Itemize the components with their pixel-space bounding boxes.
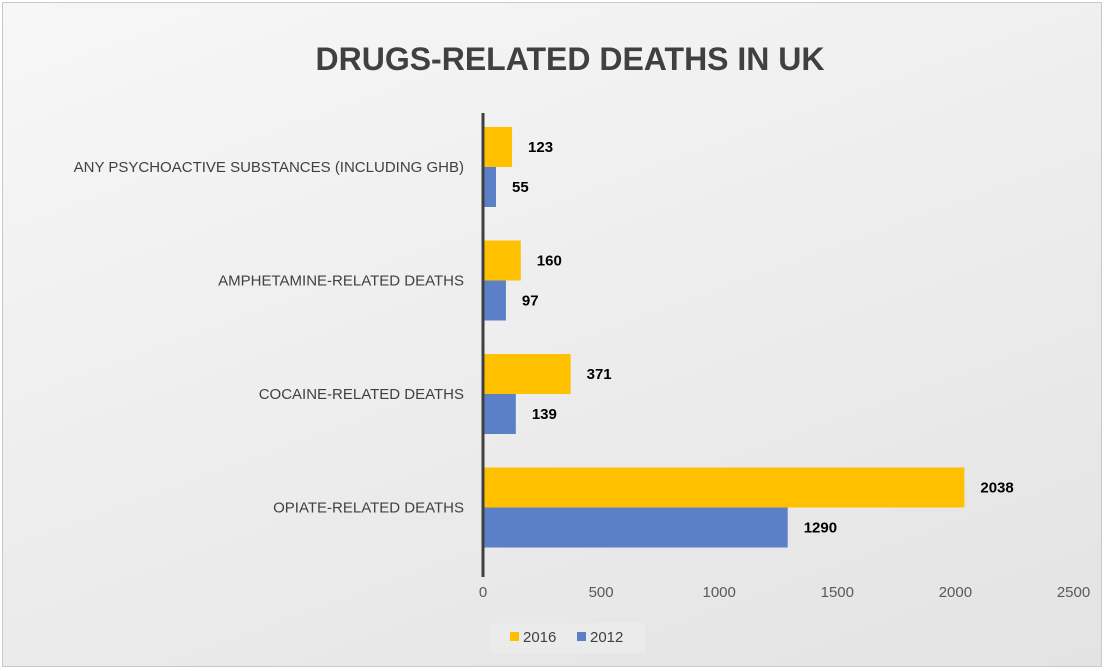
data-label: 160: [537, 253, 562, 270]
category-labels: OPIATE-RELATED DEATHS COCAINE-RELATED DEA…: [74, 159, 464, 517]
legend-entry: 2016: [523, 629, 556, 646]
data-label: 2038: [980, 480, 1013, 497]
x-tick-label: 2500: [1057, 584, 1090, 601]
data-label: 139: [532, 406, 557, 423]
x-axis-ticks: 0 500 1000 1500 2000 2500: [479, 584, 1090, 601]
legend-swatch: [577, 632, 586, 641]
bar-2012: [483, 167, 496, 207]
category-label: AMPHETAMINE-RELATED DEATHS: [218, 273, 464, 290]
x-tick-label: 0: [479, 584, 487, 601]
bars-layer: 2038 1290 371 139 160 97 123 55: [483, 127, 1014, 548]
data-label: 55: [512, 179, 529, 196]
category-label: ANY PSYCHOACTIVE SUBSTANCES (INCLUDING G…: [74, 159, 464, 176]
x-tick-label: 500: [589, 584, 614, 601]
bar-2016: [483, 467, 965, 508]
x-tick-label: 2000: [939, 584, 972, 601]
bar-2012: [483, 280, 506, 321]
bar-2016: [483, 354, 571, 394]
data-label: 123: [528, 139, 553, 156]
data-label: 97: [522, 293, 539, 310]
data-label: 371: [587, 366, 612, 383]
bar-2016: [483, 240, 521, 281]
x-tick-label: 1500: [821, 584, 854, 601]
legend-entry: 2012: [590, 629, 623, 646]
legend-swatch: [510, 632, 519, 641]
bar-2016: [483, 127, 513, 167]
category-label: COCAINE-RELATED DEATHS: [259, 386, 464, 403]
data-label: 1290: [804, 520, 837, 537]
chart-canvas: DRUGS-RELATED DEATHS IN UK 2038 1290 371 13…: [74, 41, 1090, 653]
legend: 2016 2012: [491, 623, 645, 653]
bar-2012: [483, 507, 788, 548]
category-label: OPIATE-RELATED DEATHS: [273, 500, 464, 517]
bar-2012: [483, 394, 516, 434]
x-tick-label: 1000: [703, 584, 736, 601]
chart-title: DRUGS-RELATED DEATHS IN UK: [315, 41, 824, 77]
